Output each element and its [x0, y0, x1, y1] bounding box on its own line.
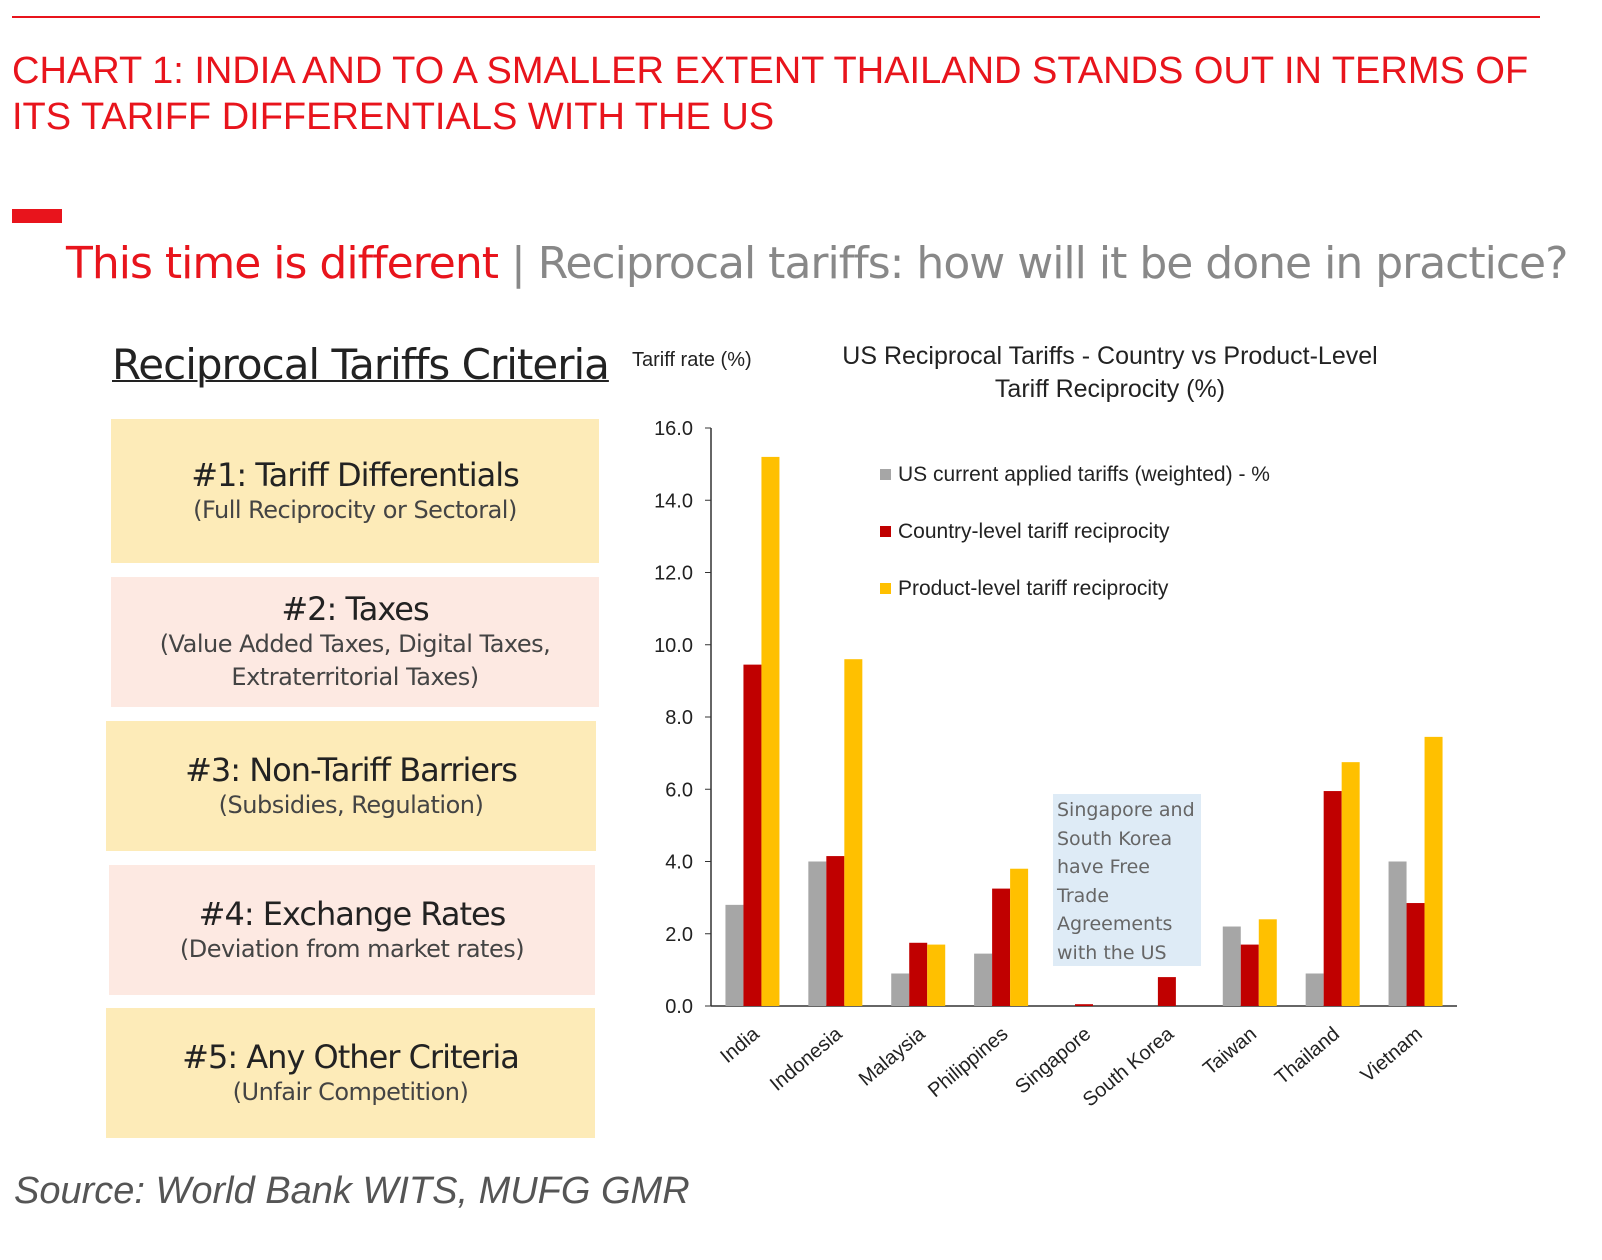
y-tick-label: 2.0: [665, 924, 693, 946]
bar-vietnam-s2: [1424, 736, 1443, 1006]
x-tick-label: Philippines: [924, 1023, 1012, 1102]
criteria-detail: (Value Added Taxes, Digital Taxes, Extra…: [159, 630, 551, 691]
x-tick-label: Vietnam: [1357, 1023, 1427, 1087]
chart-title-line: Tariff Reciprocity (%): [995, 375, 1225, 403]
y-tick-label: 8.0: [665, 707, 693, 729]
y-tick-label: 16.0: [654, 418, 693, 440]
chart-title: CHART 1: INDIA AND TO A SMALLER EXTENT T…: [12, 50, 1529, 138]
criteria-box-5: #5: Any Other Criteria (Unfair Competitio…: [106, 1008, 595, 1138]
criteria-box-1: #1: Tariff Differentials (Full Reciprocit…: [111, 419, 599, 563]
bar-thailand-s2: [1341, 762, 1360, 1006]
y-tick-label: 10.0: [654, 635, 693, 657]
y-tick-label: 12.0: [654, 563, 693, 585]
chart-title-line: US Reciprocal Tariffs - Country vs Produ…: [842, 342, 1377, 370]
criteria-heading: #4: Exchange Rates: [198, 894, 507, 933]
criteria-heading: #3: Non-Tariff Barriers: [185, 750, 518, 789]
y-axis-label: Tariff rate (%): [632, 349, 752, 371]
top-divider: [12, 16, 1540, 18]
bar-india-s0: [725, 904, 744, 1006]
slide-subtitle: This time is different | Reciprocal tari…: [66, 238, 1569, 289]
annotation-box: Singapore and South Korea have Free Trade Ag…: [1053, 794, 1201, 966]
y-tick-label: 6.0: [665, 779, 693, 801]
x-tick-label: Indonesia: [766, 1022, 847, 1095]
legend-swatch: [880, 469, 891, 480]
criteria-detail: (Full Reciprocity or Sectoral): [193, 495, 517, 524]
legend-swatch: [880, 583, 891, 594]
bar-indonesia-s2: [844, 659, 863, 1006]
subtitle-red: This time is different: [66, 238, 499, 289]
x-tick-label: Thailand: [1271, 1023, 1344, 1089]
bar-india-s1: [743, 664, 762, 1006]
bar-taiwan-s2: [1258, 919, 1277, 1006]
x-tick-label: Singapore: [1011, 1023, 1095, 1098]
criteria-detail: (Deviation from market rates): [179, 934, 525, 963]
bar-philippines-s1: [992, 888, 1011, 1006]
subtitle-separator: |: [497, 238, 538, 289]
criteria-box-3: #3: Non-Tariff Barriers (Subsidies, Regul…: [106, 721, 596, 851]
annotation-line: have Free: [1057, 856, 1150, 878]
criteria-heading: #5: Any Other Criteria: [182, 1037, 520, 1076]
legend-label: Country-level tariff reciprocity: [898, 520, 1170, 543]
annotation-line: Trade: [1057, 884, 1110, 907]
bar-taiwan-s0: [1222, 926, 1241, 1006]
x-tick-label: South Korea: [1079, 1022, 1179, 1111]
criteria-detail: (Unfair Competition): [232, 1077, 469, 1106]
legend-swatch: [880, 526, 891, 537]
y-tick-label: 0.0: [665, 996, 693, 1018]
bar-indonesia-s0: [808, 861, 827, 1006]
bar-vietnam-s1: [1406, 903, 1425, 1006]
bar-singapore-s1: [1075, 1004, 1093, 1006]
criteria-box-2: #2: Taxes (Value Added Taxes, Digital Tax…: [111, 577, 599, 707]
x-tick-label: Malaysia: [855, 1022, 930, 1090]
criteria-title: Reciprocal Tariffs Criteria: [112, 340, 610, 389]
bar-thailand-s1: [1323, 791, 1342, 1006]
bar-malaysia-s1: [909, 942, 928, 1006]
y-tick-label: 4.0: [665, 852, 693, 874]
legend-label: Product-level tariff reciprocity: [898, 577, 1169, 600]
criteria-box-4: #4: Exchange Rates (Deviation from market…: [109, 865, 595, 995]
annotation-line: Agreements: [1057, 913, 1173, 935]
bar-vietnam-s0: [1388, 861, 1407, 1006]
bar-india-s2: [761, 456, 780, 1006]
legend-label: US current applied tariffs (weighted) - …: [898, 463, 1270, 486]
bar-indonesia-s1: [826, 856, 845, 1006]
x-tick-label: India: [716, 1022, 764, 1067]
y-tick-label: 14.0: [654, 490, 693, 512]
accent-bar: [12, 209, 62, 223]
criteria-detail: (Subsidies, Regulation): [218, 790, 484, 819]
source-note: Source: World Bank WITS, MUFG GMR: [14, 1170, 690, 1212]
bar-taiwan-s1: [1240, 944, 1259, 1006]
bar-philippines-s2: [1010, 868, 1029, 1006]
criteria-heading: #2: Taxes: [281, 590, 429, 628]
annotation-line: South Korea: [1057, 827, 1173, 850]
annotation-line: with the US: [1057, 941, 1167, 964]
bar-philippines-s0: [974, 953, 993, 1006]
criteria-heading: #1: Tariff Differentials: [191, 455, 520, 494]
bar-malaysia-s0: [891, 973, 910, 1006]
x-tick-label: Taiwan: [1199, 1023, 1261, 1080]
bar-malaysia-s2: [927, 944, 946, 1006]
subtitle-grey: Reciprocal tariffs: how will it be done …: [537, 238, 1569, 289]
annotation-line: Singapore and: [1057, 799, 1195, 821]
bar-south-korea-s1: [1157, 977, 1176, 1006]
bar-thailand-s0: [1305, 973, 1324, 1006]
